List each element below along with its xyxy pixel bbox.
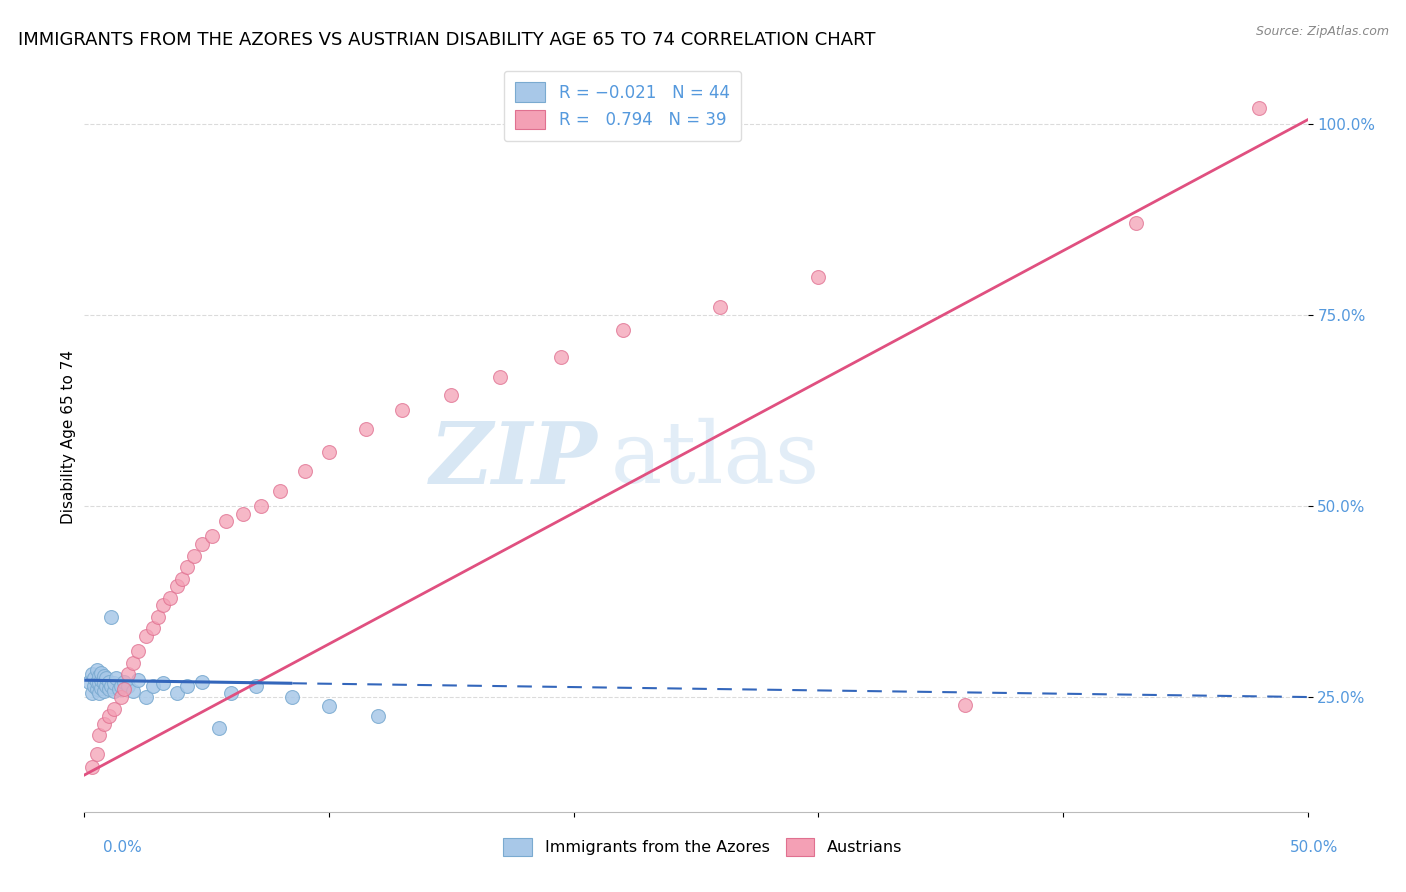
- Point: [215, 514, 238, 528]
- Point: [152, 599, 174, 613]
- Point: [159, 591, 181, 605]
- Point: [93, 684, 115, 698]
- Point: [183, 549, 205, 563]
- Point: [100, 679, 122, 693]
- Point: [142, 679, 165, 693]
- Legend: R = −0.021   N = 44, R =   0.794   N = 39: R = −0.021 N = 44, R = 0.794 N = 39: [503, 70, 741, 141]
- Point: [117, 679, 139, 693]
- Point: [1125, 216, 1147, 230]
- Text: Source: ZipAtlas.com: Source: ZipAtlas.com: [1256, 25, 1389, 38]
- Point: [86, 682, 108, 697]
- Point: [208, 721, 231, 735]
- Point: [110, 679, 132, 693]
- Point: [96, 671, 118, 685]
- Point: [80, 686, 103, 700]
- Text: ZIP: ZIP: [430, 417, 598, 501]
- Point: [127, 644, 149, 658]
- Point: [176, 679, 198, 693]
- Point: [953, 698, 976, 712]
- Point: [90, 681, 112, 695]
- Point: [112, 682, 135, 697]
- Point: [294, 465, 316, 479]
- Point: [90, 673, 112, 688]
- Point: [97, 674, 120, 689]
- Point: [97, 682, 120, 697]
- Point: [318, 699, 340, 714]
- Point: [77, 674, 100, 689]
- Point: [87, 676, 110, 690]
- Point: [232, 507, 254, 521]
- Point: [96, 679, 118, 693]
- Point: [93, 676, 115, 690]
- Point: [86, 747, 108, 762]
- Point: [100, 609, 122, 624]
- Point: [87, 668, 110, 682]
- Point: [107, 682, 129, 697]
- Point: [612, 323, 634, 337]
- Point: [83, 671, 105, 685]
- Point: [152, 676, 174, 690]
- Point: [86, 663, 108, 677]
- Point: [249, 499, 271, 513]
- Point: [367, 709, 389, 723]
- Point: [86, 674, 108, 689]
- Point: [103, 701, 125, 715]
- Point: [97, 709, 120, 723]
- Point: [127, 673, 149, 688]
- Point: [318, 445, 340, 459]
- Point: [440, 388, 463, 402]
- Point: [807, 269, 830, 284]
- Y-axis label: Disability Age 65 to 74: Disability Age 65 to 74: [60, 350, 76, 524]
- Point: [110, 690, 132, 704]
- Text: atlas: atlas: [610, 418, 820, 501]
- Point: [269, 483, 291, 498]
- Text: IMMIGRANTS FROM THE AZORES VS AUSTRIAN DISABILITY AGE 65 TO 74 CORRELATION CHART: IMMIGRANTS FROM THE AZORES VS AUSTRIAN D…: [18, 31, 876, 49]
- Point: [281, 690, 304, 704]
- Point: [191, 674, 214, 689]
- Point: [135, 629, 157, 643]
- Point: [122, 656, 145, 670]
- Point: [87, 728, 110, 742]
- Point: [142, 621, 165, 635]
- Point: [105, 671, 128, 685]
- Point: [146, 609, 169, 624]
- Point: [87, 686, 110, 700]
- Point: [489, 370, 512, 384]
- Point: [709, 300, 731, 314]
- Point: [135, 690, 157, 704]
- Point: [93, 668, 115, 682]
- Point: [550, 350, 572, 364]
- Point: [166, 579, 188, 593]
- Point: [83, 679, 105, 693]
- Point: [176, 560, 198, 574]
- Point: [80, 667, 103, 681]
- Point: [112, 674, 135, 689]
- Point: [122, 684, 145, 698]
- Point: [172, 572, 194, 586]
- Point: [191, 537, 214, 551]
- Point: [354, 422, 377, 436]
- Point: [80, 760, 103, 774]
- Point: [90, 665, 112, 680]
- Point: [245, 679, 267, 693]
- Point: [103, 676, 125, 690]
- Point: [103, 684, 125, 698]
- Point: [166, 686, 188, 700]
- Point: [117, 667, 139, 681]
- Legend: Immigrants from the Azores, Austrians: Immigrants from the Azores, Austrians: [495, 830, 911, 864]
- Text: 50.0%: 50.0%: [1291, 840, 1339, 855]
- Point: [93, 716, 115, 731]
- Point: [200, 529, 222, 543]
- Point: [1247, 101, 1270, 115]
- Point: [219, 686, 242, 700]
- Point: [391, 403, 413, 417]
- Text: 0.0%: 0.0%: [103, 840, 142, 855]
